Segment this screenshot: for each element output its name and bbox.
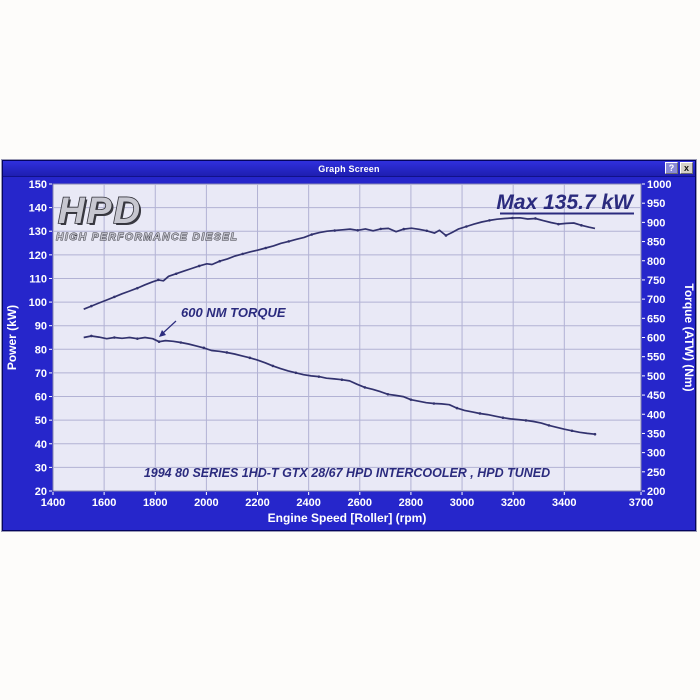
svg-text:60: 60	[35, 392, 47, 404]
svg-text:HIGH PERFORMANCE DIESEL: HIGH PERFORMANCE DIESEL	[56, 231, 238, 243]
svg-text:600: 600	[647, 333, 665, 345]
svg-text:900: 900	[647, 217, 665, 229]
right-axis-labels: 200 250 300 350 400 450 500 550 600 650 700 750 800 8…	[647, 179, 671, 498]
svg-text:HPD: HPD	[58, 190, 142, 231]
svg-text:2400: 2400	[296, 497, 320, 509]
title-bar-buttons: ? x	[665, 162, 693, 174]
graph-window: Graph Screen ? x 20 30 40 50 60 70 80 90 100 110 1…	[2, 160, 696, 531]
svg-text:1400: 1400	[41, 497, 65, 509]
torque-annotation: 600 NM TORQUE	[159, 305, 286, 337]
window-title: Graph Screen	[318, 163, 380, 174]
torque-curve	[83, 334, 597, 436]
svg-text:1800: 1800	[143, 497, 167, 509]
svg-text:70: 70	[35, 368, 47, 380]
svg-text:750: 750	[647, 275, 665, 287]
svg-text:2800: 2800	[399, 497, 423, 509]
power-curve	[83, 216, 596, 310]
svg-text:100: 100	[29, 297, 47, 309]
svg-text:20: 20	[35, 486, 47, 498]
dyno-chart: 20 30 40 50 60 70 80 90 100 110 120 130 140 150 200 250…	[5, 179, 696, 525]
svg-text:1600: 1600	[92, 497, 116, 509]
svg-text:HPD: HPD	[60, 192, 144, 233]
svg-text:50: 50	[35, 415, 47, 427]
x-axis-labels: 1400 1600 1800 2000 2200 2400 2600 2800 3000 3200…	[41, 497, 653, 509]
svg-text:3200: 3200	[501, 497, 525, 509]
svg-text:3000: 3000	[450, 497, 474, 509]
svg-text:150: 150	[29, 179, 47, 191]
close-button[interactable]: x	[680, 162, 693, 174]
max-power-annotation: Max 135.7 kW	[496, 191, 635, 215]
svg-text:500: 500	[647, 371, 665, 383]
svg-text:2600: 2600	[348, 497, 372, 509]
x-axis-title: Engine Speed [Roller] (rpm)	[268, 511, 427, 525]
svg-text:850: 850	[647, 237, 665, 249]
svg-text:950: 950	[647, 198, 665, 210]
svg-text:650: 650	[647, 313, 665, 325]
svg-text:550: 550	[647, 352, 665, 364]
title-bar[interactable]: Graph Screen	[3, 161, 695, 177]
plot-area	[52, 183, 642, 492]
left-axis-labels: 20 30 40 50 60 70 80 90 100 110 120 130 140 150	[29, 179, 47, 498]
svg-text:40: 40	[35, 439, 47, 451]
svg-text:350: 350	[647, 428, 665, 440]
svg-text:800: 800	[647, 256, 665, 268]
svg-text:2200: 2200	[245, 497, 269, 509]
caption-annotation: 1994 80 SERIES 1HD-T GTX 28/67 HPD INTER…	[144, 466, 550, 480]
torque-axis-title: Torque (ATW) (Nm)	[682, 283, 696, 391]
svg-text:600 NM TORQUE: 600 NM TORQUE	[181, 305, 286, 320]
svg-text:700: 700	[647, 294, 665, 306]
svg-text:120: 120	[29, 250, 47, 262]
svg-text:3400: 3400	[552, 497, 576, 509]
help-button[interactable]: ?	[665, 162, 678, 174]
svg-text:80: 80	[35, 344, 47, 356]
svg-text:140: 140	[29, 203, 47, 215]
svg-text:110: 110	[29, 273, 47, 285]
svg-text:90: 90	[35, 321, 47, 333]
power-axis-title: Power (kW)	[5, 305, 19, 370]
svg-text:250: 250	[647, 467, 665, 479]
svg-text:3700: 3700	[629, 497, 653, 509]
tick-marks	[49, 183, 645, 495]
grid	[53, 184, 641, 491]
svg-text:400: 400	[647, 409, 665, 421]
svg-text:200: 200	[647, 486, 665, 498]
svg-text:1000: 1000	[647, 179, 671, 191]
svg-text:300: 300	[647, 448, 665, 460]
svg-text:Max 135.7 kW: Max 135.7 kW	[496, 191, 635, 214]
svg-text:2000: 2000	[194, 497, 218, 509]
svg-text:450: 450	[647, 390, 665, 402]
svg-text:30: 30	[35, 462, 47, 474]
svg-text:130: 130	[29, 226, 47, 238]
